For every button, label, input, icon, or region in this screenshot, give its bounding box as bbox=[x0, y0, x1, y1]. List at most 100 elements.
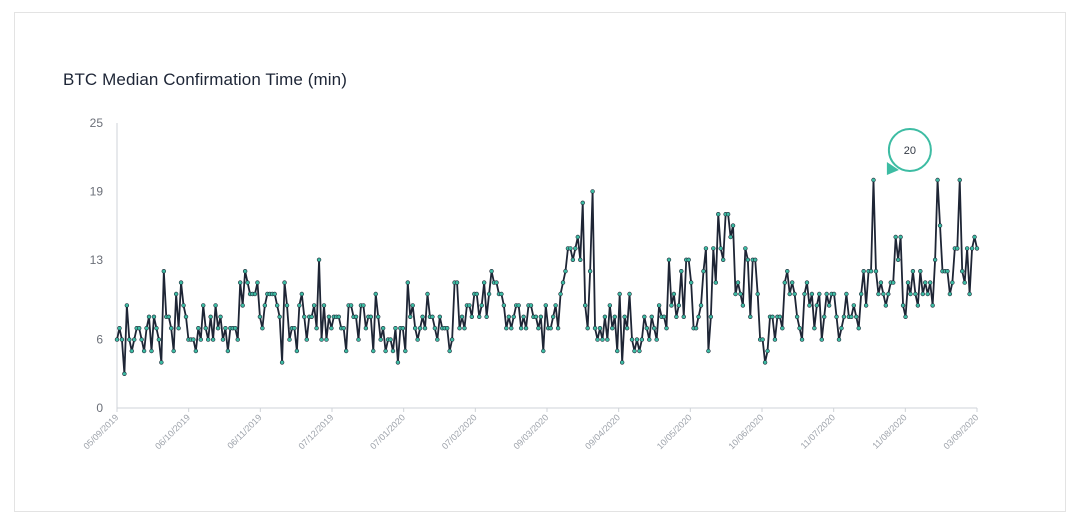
data-point[interactable] bbox=[149, 348, 154, 354]
data-point[interactable] bbox=[151, 314, 157, 319]
data-point[interactable] bbox=[417, 326, 423, 331]
data-point[interactable] bbox=[728, 234, 733, 240]
data-point[interactable] bbox=[171, 348, 176, 354]
data-point[interactable] bbox=[886, 291, 891, 297]
data-point[interactable] bbox=[841, 314, 847, 319]
data-point[interactable] bbox=[804, 280, 810, 285]
data-point[interactable] bbox=[592, 326, 598, 331]
data-point[interactable] bbox=[839, 326, 844, 331]
data-point[interactable] bbox=[336, 314, 341, 319]
data-point[interactable] bbox=[720, 257, 726, 262]
data-point[interactable] bbox=[309, 314, 314, 319]
data-point[interactable] bbox=[787, 291, 792, 297]
data-point[interactable] bbox=[612, 314, 617, 319]
data-point[interactable] bbox=[255, 280, 260, 285]
data-point[interactable] bbox=[511, 314, 516, 319]
data-point[interactable] bbox=[528, 303, 534, 308]
data-point[interactable] bbox=[824, 291, 829, 297]
data-point[interactable] bbox=[178, 280, 184, 285]
data-point[interactable] bbox=[891, 280, 896, 285]
data-point[interactable] bbox=[745, 257, 751, 262]
data-point[interactable] bbox=[210, 337, 216, 342]
data-point[interactable] bbox=[962, 280, 967, 285]
data-point[interactable] bbox=[844, 291, 849, 297]
data-point[interactable] bbox=[706, 348, 711, 354]
data-point[interactable] bbox=[560, 280, 566, 285]
data-point[interactable] bbox=[600, 337, 605, 342]
data-point[interactable] bbox=[935, 177, 940, 183]
data-point[interactable] bbox=[494, 280, 499, 285]
data-point[interactable] bbox=[856, 326, 861, 331]
data-point[interactable] bbox=[950, 280, 955, 285]
data-point[interactable] bbox=[388, 337, 393, 342]
data-point[interactable] bbox=[538, 314, 544, 319]
data-point[interactable] bbox=[176, 326, 181, 331]
data-point[interactable] bbox=[812, 326, 817, 331]
data-point[interactable] bbox=[558, 291, 563, 297]
data-point[interactable] bbox=[376, 314, 381, 319]
data-point[interactable] bbox=[595, 337, 600, 342]
data-point[interactable] bbox=[279, 360, 285, 365]
data-point[interactable] bbox=[634, 337, 640, 342]
data-point[interactable] bbox=[822, 314, 827, 319]
data-point[interactable] bbox=[619, 360, 625, 365]
data-point[interactable] bbox=[124, 303, 130, 308]
data-point[interactable] bbox=[895, 257, 901, 262]
data-point[interactable] bbox=[639, 337, 645, 342]
data-point[interactable] bbox=[435, 337, 440, 342]
data-point[interactable] bbox=[651, 326, 657, 331]
data-point[interactable] bbox=[873, 269, 879, 274]
data-point[interactable] bbox=[205, 337, 211, 342]
data-point[interactable] bbox=[629, 337, 635, 342]
data-point[interactable] bbox=[486, 291, 492, 297]
data-point[interactable] bbox=[765, 348, 770, 354]
data-point[interactable] bbox=[587, 269, 593, 274]
data-point[interactable] bbox=[489, 269, 494, 274]
data-point[interactable] bbox=[294, 348, 300, 354]
data-point[interactable] bbox=[437, 314, 443, 319]
data-point[interactable] bbox=[304, 337, 309, 342]
data-point[interactable] bbox=[908, 291, 913, 297]
data-point[interactable] bbox=[499, 291, 504, 297]
data-point[interactable] bbox=[218, 314, 223, 319]
data-point[interactable] bbox=[159, 360, 164, 365]
data-point[interactable] bbox=[738, 291, 743, 297]
data-point[interactable] bbox=[807, 303, 812, 308]
data-point[interactable] bbox=[225, 348, 231, 354]
data-point[interactable] bbox=[755, 291, 760, 297]
data-point[interactable] bbox=[257, 314, 263, 319]
data-point[interactable] bbox=[299, 291, 305, 297]
data-point[interactable] bbox=[711, 246, 716, 251]
data-point[interactable] bbox=[930, 303, 935, 308]
data-point[interactable] bbox=[743, 246, 748, 251]
data-point[interactable] bbox=[748, 314, 753, 319]
data-point[interactable] bbox=[191, 337, 196, 342]
data-point[interactable] bbox=[380, 326, 386, 331]
data-point[interactable] bbox=[208, 314, 213, 319]
data-point[interactable] bbox=[905, 280, 911, 285]
data-point[interactable] bbox=[826, 303, 832, 308]
data-point[interactable] bbox=[412, 326, 418, 331]
data-point[interactable] bbox=[698, 303, 704, 308]
data-point[interactable] bbox=[348, 303, 354, 308]
data-point[interactable] bbox=[181, 303, 186, 308]
data-point[interactable] bbox=[292, 326, 297, 331]
data-point[interactable] bbox=[405, 280, 410, 285]
data-point[interactable] bbox=[679, 269, 684, 274]
data-point[interactable] bbox=[129, 348, 134, 354]
data-point[interactable] bbox=[220, 337, 226, 342]
data-point[interactable] bbox=[233, 326, 238, 331]
data-point[interactable] bbox=[777, 314, 783, 319]
data-point[interactable] bbox=[708, 314, 714, 319]
data-point[interactable] bbox=[245, 280, 250, 285]
data-point[interactable] bbox=[356, 337, 361, 342]
data-point[interactable] bbox=[274, 303, 280, 308]
data-point[interactable] bbox=[509, 326, 514, 331]
data-point[interactable] bbox=[849, 314, 854, 319]
data-point[interactable] bbox=[326, 314, 332, 319]
data-point[interactable] bbox=[923, 280, 928, 285]
data-point[interactable] bbox=[615, 348, 620, 354]
data-point[interactable] bbox=[459, 314, 465, 319]
data-point[interactable] bbox=[814, 303, 820, 308]
data-point[interactable] bbox=[649, 314, 654, 319]
